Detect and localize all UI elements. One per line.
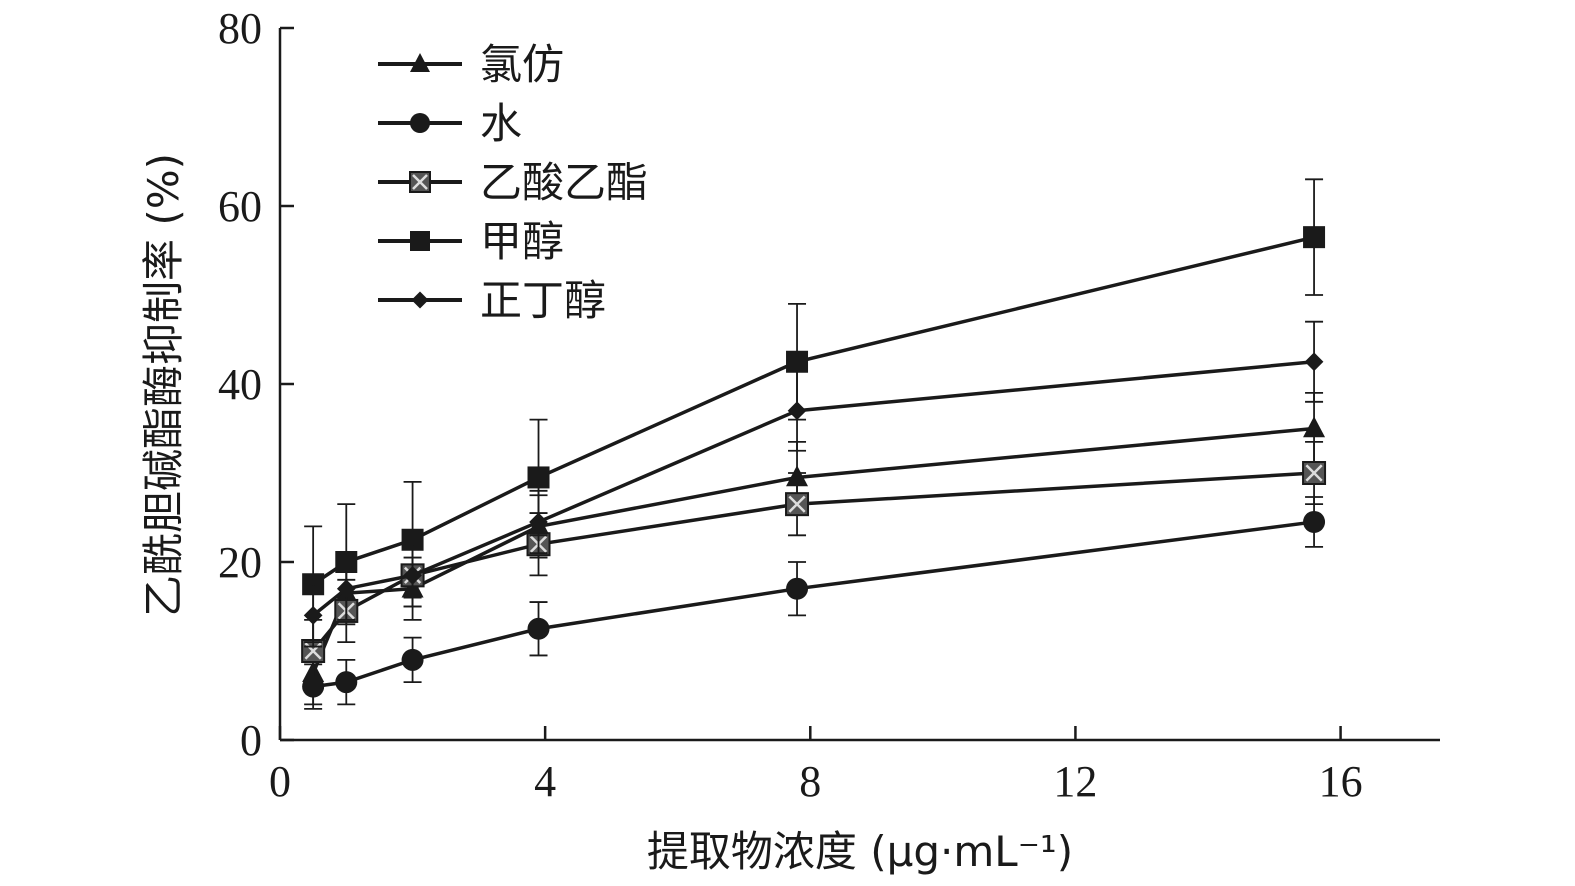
legend-label: 乙酸乙酯 bbox=[480, 158, 648, 207]
y-tick-label: 20 bbox=[218, 538, 262, 587]
marker-triangle bbox=[410, 53, 430, 72]
marker-circle bbox=[410, 113, 430, 133]
marker-square bbox=[410, 231, 430, 251]
marker-diamond bbox=[403, 566, 422, 585]
marker-x-square-cross bbox=[1305, 464, 1323, 482]
marker-x-square bbox=[785, 492, 810, 517]
legend-label: 水 bbox=[480, 99, 522, 148]
plot-area bbox=[301, 178, 1327, 710]
legend-item: 正丁醇 bbox=[378, 276, 606, 325]
marker-circle bbox=[527, 617, 550, 640]
marker-circle bbox=[401, 648, 424, 671]
series-氯仿 bbox=[302, 391, 1326, 706]
marker-square bbox=[1303, 226, 1326, 249]
marker-circle bbox=[335, 671, 358, 694]
marker-diamond bbox=[336, 579, 356, 599]
series-line bbox=[311, 471, 1315, 653]
series-水 bbox=[302, 496, 1326, 710]
series-正丁醇 bbox=[303, 320, 1324, 648]
marker-triangle bbox=[1303, 416, 1326, 438]
legend-item: 水 bbox=[378, 99, 522, 148]
y-tick-label: 40 bbox=[218, 360, 262, 409]
series-line bbox=[312, 360, 1315, 617]
marker-x-square bbox=[1302, 461, 1327, 485]
marker-diamond bbox=[303, 606, 323, 625]
y-tick-label: 0 bbox=[240, 716, 262, 765]
legend-label: 氯仿 bbox=[480, 40, 564, 89]
series-乙酸乙酯 bbox=[301, 440, 1327, 684]
legend-item: 甲醇 bbox=[378, 217, 564, 266]
marker-diamond bbox=[787, 401, 807, 421]
marker-diamond bbox=[529, 512, 548, 532]
series-甲醇 bbox=[302, 178, 1326, 643]
x-axis-title: 提取物浓度 (μg·mL⁻¹) bbox=[647, 827, 1073, 876]
series-line bbox=[311, 426, 1315, 674]
legend-item: 氯仿 bbox=[378, 40, 564, 89]
marker-circle bbox=[786, 577, 809, 600]
legend-label: 正丁醇 bbox=[480, 276, 606, 325]
legend-label: 甲醇 bbox=[480, 217, 564, 266]
x-tick-label: 16 bbox=[1319, 757, 1363, 806]
y-tick-label: 60 bbox=[218, 182, 262, 231]
marker-x-square bbox=[409, 171, 431, 193]
y-axis-title: 乙酰胆碱酯酶抑制率 (%) bbox=[139, 153, 188, 617]
marker-diamond bbox=[411, 291, 429, 309]
x-tick-label: 12 bbox=[1053, 757, 1097, 806]
x-tick-label: 8 bbox=[799, 757, 821, 806]
x-tick-label: 0 bbox=[269, 757, 291, 806]
marker-square bbox=[527, 466, 550, 489]
marker-x-square-cross bbox=[788, 495, 806, 513]
series-line bbox=[312, 520, 1315, 689]
y-tick-label: 80 bbox=[218, 4, 262, 53]
marker-x-square-cross bbox=[412, 174, 428, 190]
axes: 0 20 40 60 80 0 4 8 12 16 bbox=[218, 4, 1440, 806]
legend-item: 乙酸乙酯 bbox=[378, 158, 648, 207]
marker-diamond bbox=[1304, 352, 1324, 372]
marker-circle bbox=[1303, 510, 1326, 533]
marker-square bbox=[786, 350, 809, 373]
marker-square bbox=[401, 528, 424, 551]
marker-circle bbox=[302, 675, 325, 698]
x-tick-label: 4 bbox=[534, 757, 556, 806]
